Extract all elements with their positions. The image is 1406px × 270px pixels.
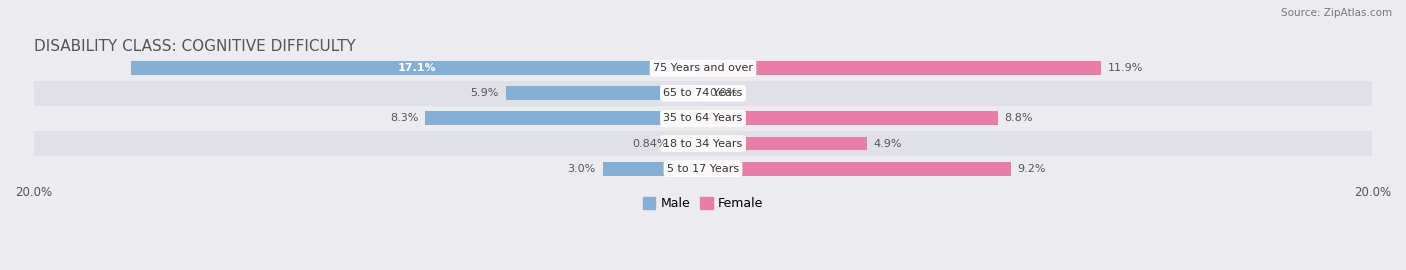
- Text: 18 to 34 Years: 18 to 34 Years: [664, 139, 742, 148]
- Bar: [603, 162, 703, 176]
- Text: 75 Years and over: 75 Years and over: [652, 63, 754, 73]
- Text: 9.2%: 9.2%: [1018, 164, 1046, 174]
- Text: 5 to 17 Years: 5 to 17 Years: [666, 164, 740, 174]
- Bar: [34, 156, 1372, 181]
- Bar: [703, 162, 1011, 176]
- Text: 3.0%: 3.0%: [568, 164, 596, 174]
- Bar: [34, 106, 1372, 131]
- Text: 0.84%: 0.84%: [633, 139, 668, 148]
- Text: 4.9%: 4.9%: [873, 139, 903, 148]
- Bar: [425, 112, 703, 125]
- Bar: [703, 137, 868, 150]
- Legend: Male, Female: Male, Female: [638, 192, 768, 215]
- Text: 5.9%: 5.9%: [471, 88, 499, 98]
- Text: 17.1%: 17.1%: [398, 63, 436, 73]
- Text: 0.0%: 0.0%: [710, 88, 738, 98]
- Bar: [131, 61, 703, 75]
- Text: 11.9%: 11.9%: [1108, 63, 1143, 73]
- Bar: [34, 81, 1372, 106]
- Bar: [675, 137, 703, 150]
- Bar: [34, 56, 1372, 81]
- Bar: [703, 61, 1101, 75]
- Text: 8.8%: 8.8%: [1004, 113, 1033, 123]
- Bar: [34, 131, 1372, 156]
- Bar: [506, 86, 703, 100]
- Text: 35 to 64 Years: 35 to 64 Years: [664, 113, 742, 123]
- Bar: [703, 112, 997, 125]
- Text: Source: ZipAtlas.com: Source: ZipAtlas.com: [1281, 8, 1392, 18]
- Text: 8.3%: 8.3%: [389, 113, 419, 123]
- Text: 65 to 74 Years: 65 to 74 Years: [664, 88, 742, 98]
- Text: DISABILITY CLASS: COGNITIVE DIFFICULTY: DISABILITY CLASS: COGNITIVE DIFFICULTY: [34, 39, 356, 54]
